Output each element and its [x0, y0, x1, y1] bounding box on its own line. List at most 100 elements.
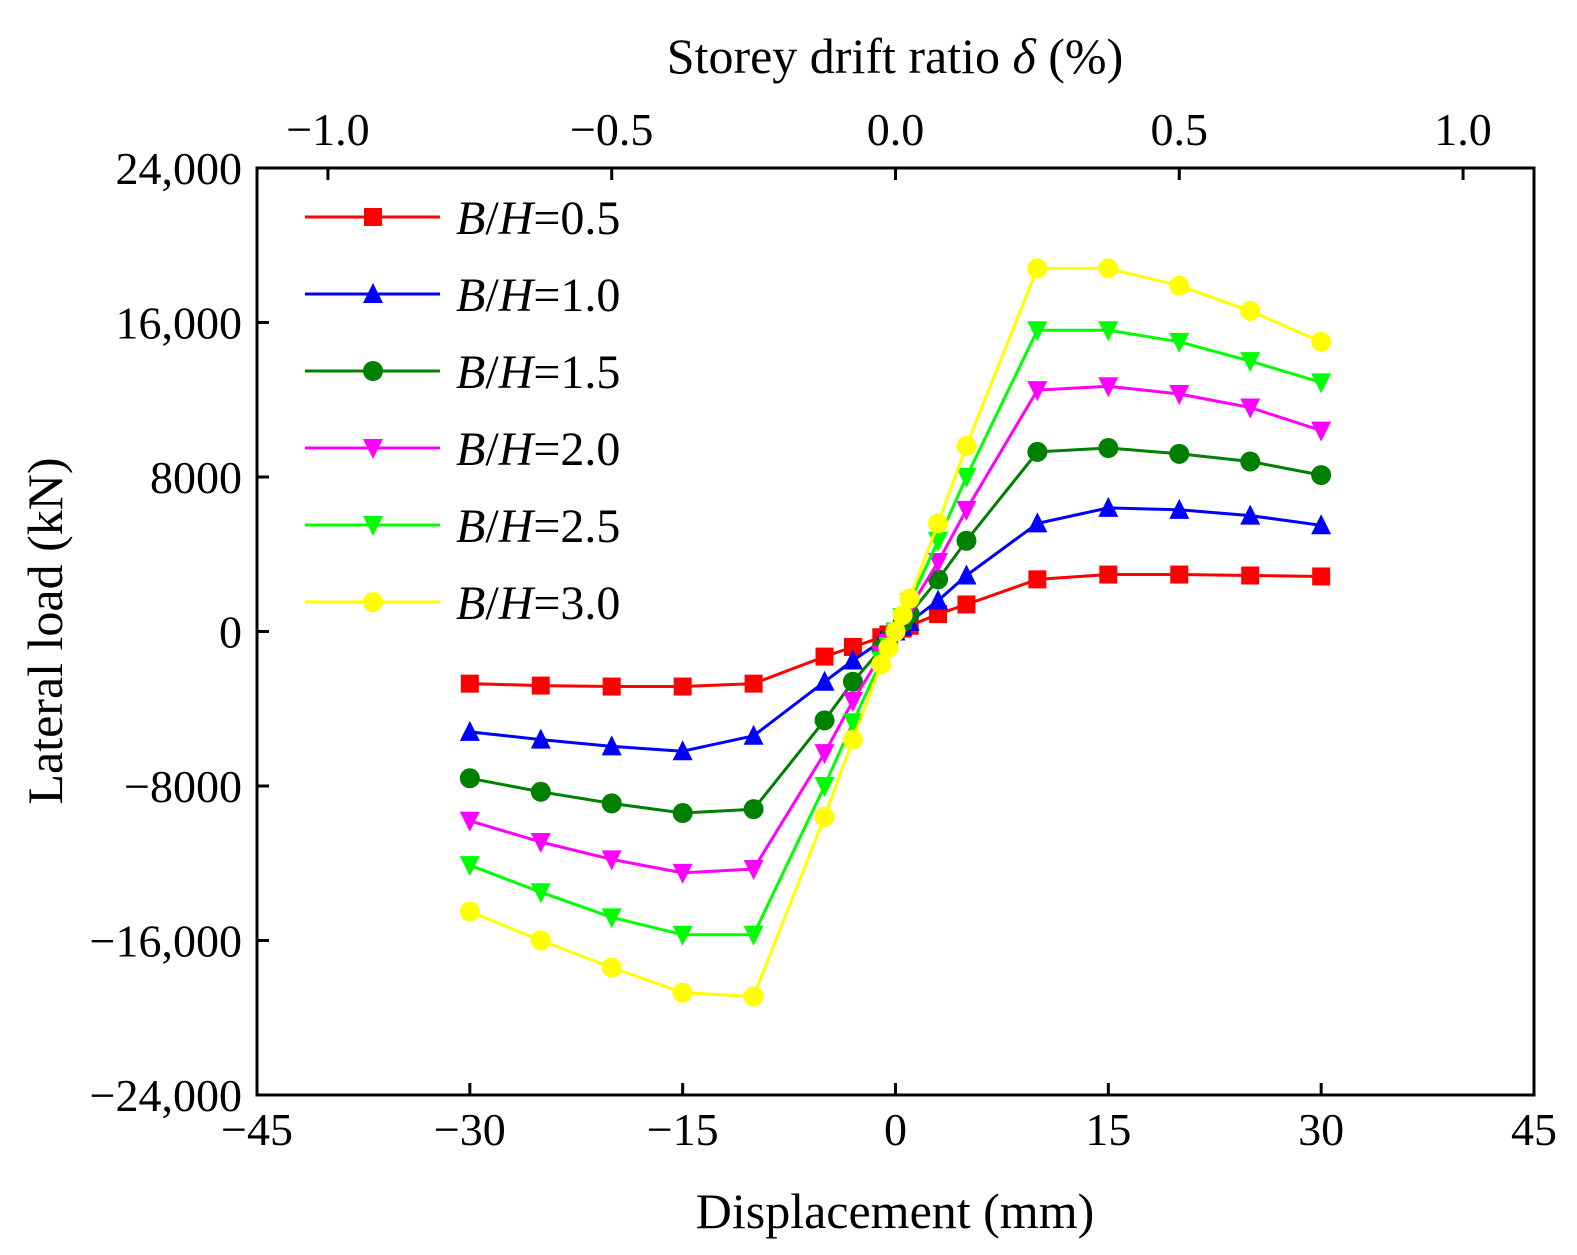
- data-point: [1098, 377, 1119, 398]
- data-point: [459, 856, 480, 877]
- data-point: [672, 803, 693, 824]
- data-point: [1169, 275, 1190, 296]
- data-point: [1027, 441, 1048, 462]
- legend-marker: [363, 283, 383, 303]
- data-point: [928, 513, 949, 534]
- data-point: [530, 781, 551, 802]
- data-point: [530, 728, 551, 749]
- legend-item: B/H=2.0: [305, 423, 620, 476]
- y-tick-label: 24,000: [116, 143, 243, 194]
- axis-ticks: −45 −30 −15 0 15 30 45 −24,000 −16,000 −8000 0 8000…: [90, 104, 1557, 1155]
- series-6: [459, 258, 1332, 1007]
- x-tick-label: 30: [1298, 1104, 1344, 1155]
- data-point: [1027, 321, 1048, 342]
- legend-label: B/H=0.5: [456, 192, 620, 245]
- data-point: [1027, 258, 1048, 279]
- y-tick-label: 16,000: [116, 298, 243, 349]
- top-x-axis-title: Storey drift ratio δ (%): [667, 28, 1123, 84]
- legend-label: B/H=2.5: [456, 500, 620, 553]
- legend-marker: [363, 592, 383, 612]
- top-x-tick-label: 1.0: [1434, 104, 1492, 155]
- data-point: [743, 860, 764, 881]
- data-point: [459, 768, 480, 789]
- data-point: [602, 677, 621, 696]
- legend-label: B/H=1.5: [456, 346, 620, 399]
- data-point: [459, 901, 480, 922]
- legend-item: B/H=0.5: [305, 192, 620, 245]
- data-point: [1311, 421, 1332, 442]
- top-x-axis-title-suffix: (%): [1036, 28, 1123, 84]
- data-point: [460, 674, 479, 693]
- y-tick-label: 0: [219, 607, 242, 658]
- data-point: [1169, 443, 1190, 464]
- legend-marker: [363, 516, 383, 536]
- data-point: [1169, 498, 1190, 519]
- data-point: [530, 883, 551, 904]
- legend-label: B/H=1.0: [456, 269, 620, 322]
- data-point: [531, 676, 550, 695]
- data-point: [892, 605, 913, 626]
- legend-item: B/H=1.0: [305, 269, 620, 322]
- data-point: [673, 677, 692, 696]
- y-axis-title: Lateral load (kN): [17, 457, 73, 804]
- data-point: [957, 595, 976, 614]
- data-point: [1099, 565, 1118, 584]
- data-point: [743, 799, 764, 820]
- data-point: [672, 982, 693, 1003]
- legend-item: B/H=3.0: [305, 577, 620, 630]
- x-tick-label: 45: [1511, 1104, 1557, 1155]
- data-point: [743, 925, 764, 946]
- data-point: [1240, 398, 1261, 419]
- data-point: [1170, 565, 1189, 584]
- data-point: [459, 811, 480, 832]
- data-point: [842, 729, 863, 750]
- data-point: [530, 833, 551, 854]
- legend-marker: [363, 361, 383, 381]
- data-point: [842, 692, 863, 713]
- x-tick-label: −15: [647, 1104, 719, 1155]
- x-tick-label: 15: [1085, 1104, 1131, 1155]
- data-point: [956, 564, 977, 585]
- legend-label: B/H=2.0: [456, 423, 620, 476]
- data-point: [1098, 258, 1119, 279]
- legend-item: B/H=2.5: [305, 500, 620, 553]
- top-x-axis-title-prefix: Storey drift ratio: [667, 28, 1013, 84]
- y-tick-label: −16,000: [90, 916, 242, 967]
- data-point: [1169, 332, 1190, 353]
- data-point: [929, 605, 948, 624]
- data-point: [672, 740, 693, 761]
- data-point: [956, 468, 977, 488]
- legend-marker: [364, 208, 382, 226]
- data-point: [601, 735, 622, 756]
- data-point: [1240, 451, 1261, 472]
- data-point: [928, 552, 949, 573]
- data-point: [744, 674, 763, 693]
- data-point: [814, 710, 835, 731]
- data-point: [871, 654, 892, 675]
- data-point: [743, 724, 764, 745]
- legend-label: B/H=3.0: [456, 577, 620, 630]
- data-point: [956, 530, 977, 551]
- x-tick-label: −45: [221, 1104, 293, 1155]
- data-point: [956, 436, 977, 457]
- data-point: [814, 670, 835, 691]
- data-point: [842, 671, 863, 692]
- y-tick-label: 8000: [150, 452, 242, 503]
- data-point: [885, 621, 906, 642]
- data-point: [1240, 352, 1261, 373]
- data-point: [1098, 438, 1119, 459]
- data-point: [843, 637, 862, 656]
- data-point: [530, 930, 551, 951]
- data-point: [1241, 566, 1260, 585]
- top-x-tick-label: −0.5: [570, 104, 653, 155]
- data-point: [743, 986, 764, 1007]
- data-point: [899, 588, 920, 609]
- data-point: [601, 850, 622, 871]
- legend-marker: [363, 439, 383, 459]
- data-point: [928, 589, 949, 610]
- data-point: [1240, 300, 1261, 321]
- data-point: [601, 793, 622, 814]
- data-point: [814, 744, 835, 765]
- data-point: [815, 647, 834, 666]
